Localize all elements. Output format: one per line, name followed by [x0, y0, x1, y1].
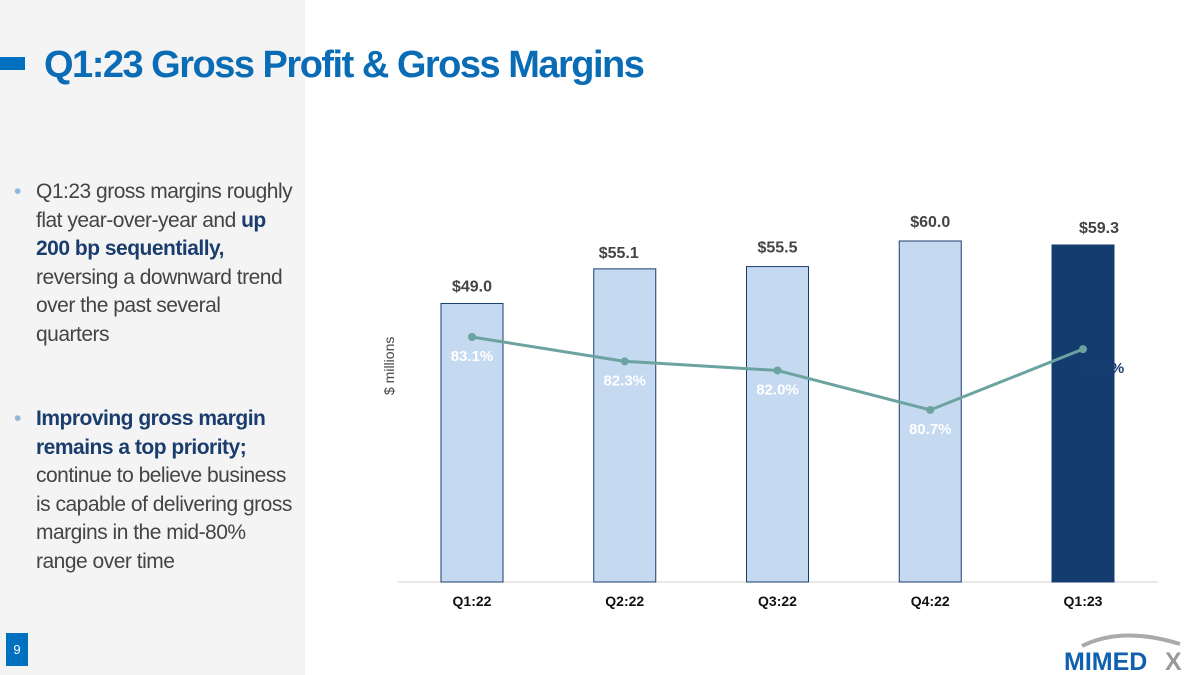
bullet-text: continue to believe business is capable … [36, 464, 292, 573]
bullet-item: • Q1:23 gross margins roughly flat year-o… [14, 178, 294, 349]
bar [440, 303, 504, 583]
margin-value-label: 82.3% [603, 372, 646, 389]
title-accent-bar [0, 57, 25, 70]
margin-value-label: 83.1% [451, 348, 494, 365]
bullet-item: • Improving gross margin remains a top pr… [14, 405, 294, 576]
bar-value-label: $49.0 [452, 279, 492, 296]
page-title: Q1:23 Gross Profit & Gross Margins [44, 44, 645, 86]
margin-point [773, 366, 782, 375]
bar [593, 268, 657, 583]
bar-value-label: $55.1 [599, 245, 639, 262]
bullet-icon: • [14, 407, 21, 430]
bullet-emphasis: Improving gross margin remains a top pri… [36, 407, 266, 459]
bar-value-label: $60.0 [910, 214, 950, 231]
mimedx-logo: MIMED X [1064, 633, 1182, 672]
left-panel [0, 0, 305, 675]
bullet-emphasis: up 200 bp sequentially, [36, 208, 266, 261]
x-tick-label: Q4:22 [911, 593, 950, 609]
bar [1051, 244, 1115, 583]
x-tick-label: Q1:22 [453, 593, 492, 609]
bar [746, 266, 809, 583]
bullet-text: Q1:23 gross margins roughly flat year-ov… [36, 180, 293, 232]
bar-value-label: $59.3 [1079, 220, 1119, 237]
x-tick-label: Q1:23 [1064, 593, 1103, 609]
margin-value-label: 80.7% [909, 421, 952, 438]
svg-text:X: X [1165, 648, 1182, 672]
x-tick-label: Q2:22 [605, 593, 644, 609]
bar-value-label: $55.5 [757, 240, 797, 257]
margin-point [620, 357, 629, 366]
page-number: 9 [6, 633, 28, 666]
margin-point [926, 405, 935, 414]
margin-point [468, 333, 476, 341]
margin-value-label: 82.0% [756, 381, 799, 398]
bullet-text: reversing a downward trend over the past… [36, 265, 283, 346]
margin-value-label: 82.7% [1082, 360, 1125, 377]
y-axis-label: $ millions [381, 336, 397, 395]
margin-point [1079, 345, 1087, 354]
x-tick-label: Q3:22 [758, 593, 797, 609]
bullet-icon: • [14, 180, 21, 203]
svg-text:MIMED: MIMED [1064, 648, 1147, 672]
bullet-list: • Q1:23 gross margins roughly flat year-o… [14, 178, 294, 632]
